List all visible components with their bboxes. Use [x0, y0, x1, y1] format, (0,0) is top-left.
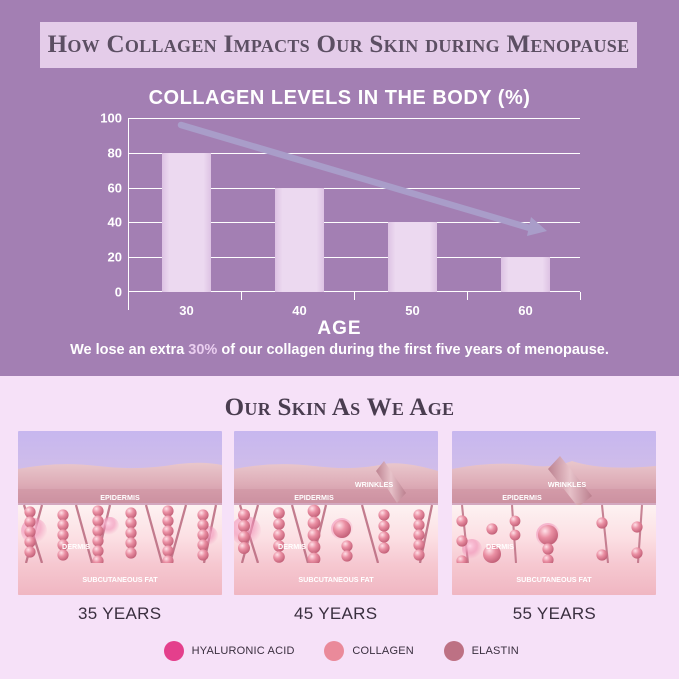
svg-text:DERMIS: DERMIS	[486, 542, 514, 551]
svg-text:WRINKLES: WRINKLES	[548, 480, 587, 489]
svg-text:EPIDERMIS: EPIDERMIS	[503, 493, 543, 502]
svg-text:SUBCUTANEOUS FAT: SUBCUTANEOUS FAT	[82, 575, 158, 584]
svg-text:SUBCUTANEOUS FAT: SUBCUTANEOUS FAT	[298, 575, 374, 584]
svg-text:EPIDERMIS: EPIDERMIS	[294, 493, 334, 502]
svg-text:DERMIS: DERMIS	[278, 542, 306, 551]
svg-text:SUBCUTANEOUS FAT: SUBCUTANEOUS FAT	[517, 575, 593, 584]
svg-text:DERMIS: DERMIS	[62, 542, 90, 551]
svg-text:WRINKLES: WRINKLES	[355, 480, 394, 489]
svg-text:EPIDERMIS: EPIDERMIS	[100, 493, 140, 502]
